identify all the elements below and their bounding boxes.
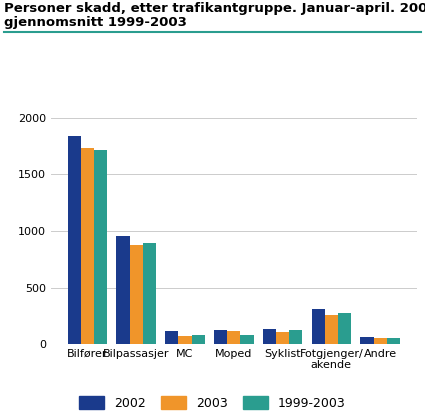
Bar	[276, 332, 289, 344]
Bar	[81, 148, 94, 344]
Bar	[360, 337, 374, 344]
Bar	[227, 331, 240, 344]
Legend: 2002, 2003, 1999-2003: 2002, 2003, 1999-2003	[79, 396, 346, 410]
Bar	[130, 245, 143, 344]
Bar	[192, 335, 205, 344]
Bar	[289, 330, 302, 344]
Bar	[116, 236, 130, 344]
Bar	[240, 335, 253, 344]
Bar	[312, 309, 325, 344]
Text: gjennomsnitt 1999-2003: gjennomsnitt 1999-2003	[4, 16, 187, 29]
Bar	[178, 336, 192, 344]
Bar	[338, 313, 351, 344]
Bar	[68, 136, 81, 344]
Bar	[143, 244, 156, 344]
Bar	[94, 150, 107, 344]
Bar	[374, 338, 387, 344]
Bar	[214, 330, 227, 344]
Bar	[387, 338, 400, 344]
Bar	[263, 328, 276, 344]
Text: Personer skadd, etter trafikantgruppe. Januar-april. 2002, 2003 og: Personer skadd, etter trafikantgruppe. J…	[4, 2, 425, 15]
Bar	[165, 331, 178, 344]
Bar	[325, 315, 338, 344]
